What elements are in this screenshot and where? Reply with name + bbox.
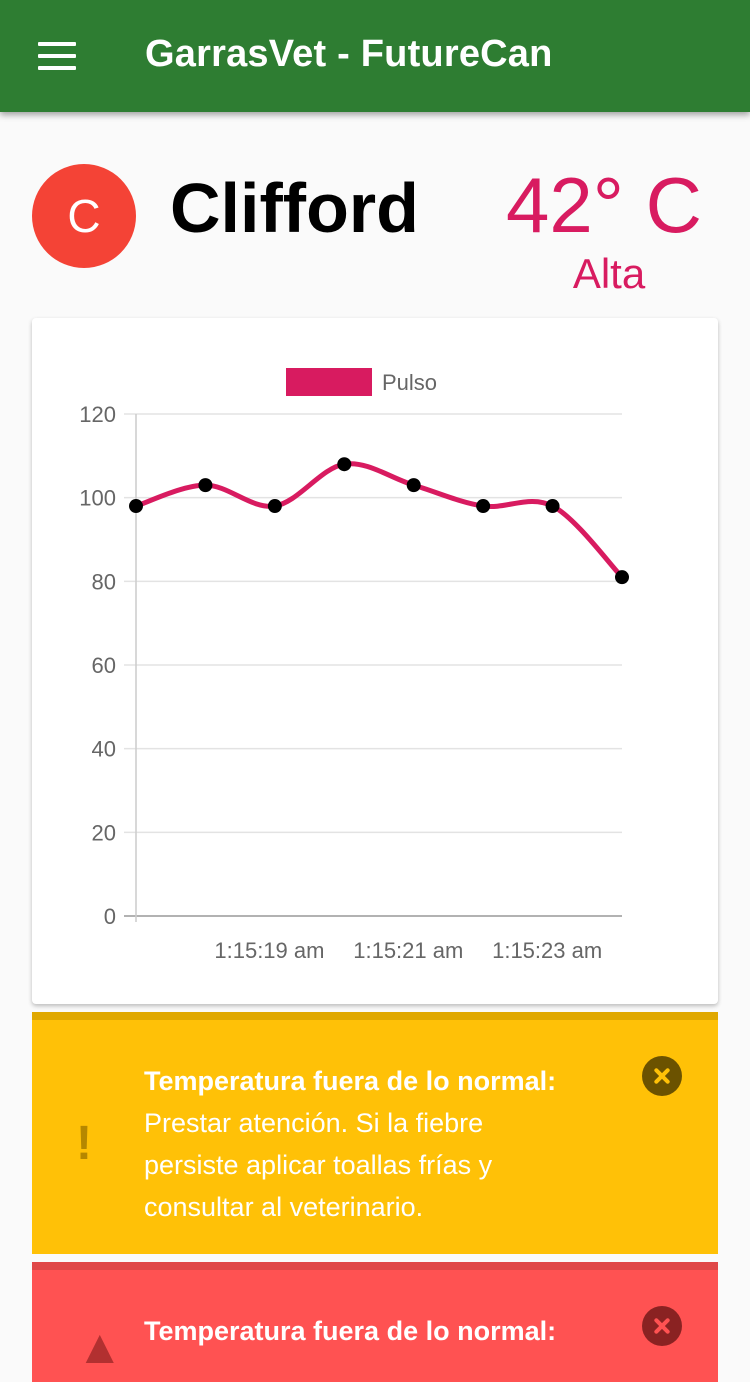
x-tick-label: 1:15:23 am — [492, 938, 602, 963]
data-point — [476, 499, 491, 514]
pet-name: Clifford — [170, 169, 419, 247]
data-point — [129, 499, 143, 514]
data-point — [267, 499, 282, 514]
app-title: GarrasVet - FutureCan — [145, 33, 553, 75]
y-tick-label: 40 — [92, 737, 116, 762]
legend-swatch — [286, 368, 372, 396]
y-tick-label: 120 — [79, 402, 116, 427]
warning-alert-text: Temperatura fuera de lo normal: Prestar … — [144, 1060, 564, 1228]
temperature-status: Alta — [572, 250, 646, 297]
data-point — [406, 478, 421, 493]
y-tick-label: 80 — [92, 569, 116, 594]
warning-alert: ! Temperatura fuera de lo normal: Presta… — [32, 1012, 718, 1254]
danger-alert-text: Temperatura fuera de lo normal: — [144, 1310, 564, 1352]
warning-triangle-icon: ▲ — [76, 1321, 124, 1374]
data-point — [337, 457, 352, 472]
legend-label: Pulso — [382, 370, 437, 395]
data-point — [615, 570, 629, 585]
warning-alert-close-icon[interactable] — [642, 1056, 682, 1096]
x-tick-label: 1:15:19 am — [214, 938, 324, 963]
temperature-value: 42° C — [506, 161, 702, 249]
y-tick-label: 60 — [92, 653, 116, 678]
pulse-chart: 0 20 40 60 80 100 120 1:15:19 am 1:15:21 am 1:15:… — [79, 368, 629, 963]
y-tick-label: 20 — [92, 820, 116, 845]
pet-avatar: C — [32, 164, 136, 268]
exclamation-icon: ! — [76, 1117, 92, 1170]
danger-alert-title: Temperatura fuera de lo normal: — [144, 1316, 557, 1346]
warning-alert-title: Temperatura fuera de lo normal: — [144, 1066, 557, 1096]
app-bar: GarrasVet - FutureCan — [0, 0, 750, 112]
y-tick-label: 100 — [79, 486, 116, 511]
y-tick-label: 0 — [104, 904, 116, 929]
x-tick-label: 1:15:21 am — [353, 938, 463, 963]
data-point — [198, 478, 213, 493]
pulse-chart-card: 0 20 40 60 80 100 120 1:15:19 am 1:15:21 am 1:15:… — [32, 318, 718, 1004]
warning-alert-message: Prestar atención. Si la fiebre persiste … — [144, 1108, 493, 1222]
hamburger-menu-icon[interactable] — [38, 42, 76, 70]
danger-alert-close-icon[interactable] — [642, 1306, 682, 1346]
danger-alert: ▲ Temperatura fuera de lo normal: — [32, 1262, 718, 1382]
data-point — [545, 499, 560, 514]
